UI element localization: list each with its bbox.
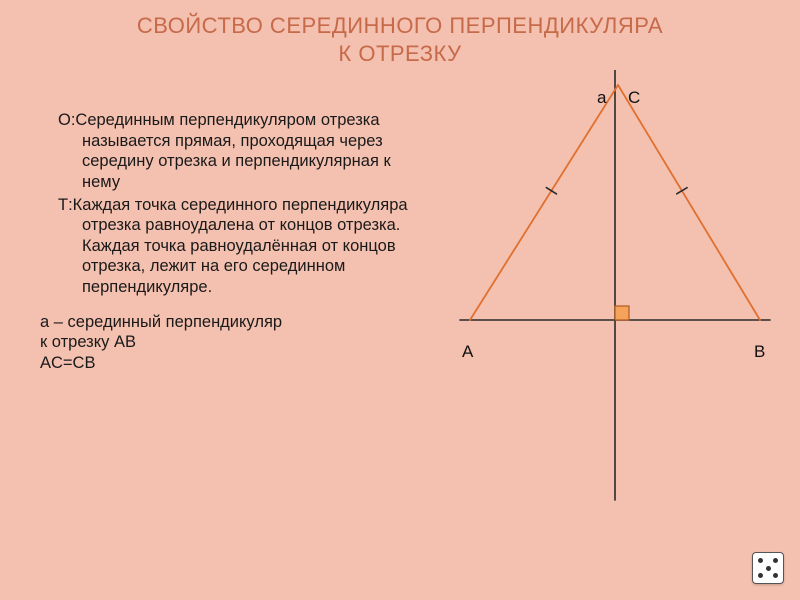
label-B: B bbox=[754, 342, 765, 362]
note-line-2: к отрезку AB bbox=[40, 332, 420, 353]
slide: СВОЙСТВО СЕРЕДИННОГО ПЕРПЕНДИКУЛЯРА К ОТ… bbox=[0, 0, 800, 600]
diagram-svg bbox=[440, 70, 790, 520]
theorem-text: Т:Каждая точка серединного перпендикуляр… bbox=[40, 195, 420, 298]
label-A: A bbox=[462, 342, 473, 362]
body-text: О:Серединным перпендикуляром отрезка наз… bbox=[40, 110, 420, 374]
geometry-diagram: a C A B bbox=[440, 70, 790, 520]
slide-title: СВОЙСТВО СЕРЕДИННОГО ПЕРПЕНДИКУЛЯРА К ОТ… bbox=[0, 12, 800, 67]
label-C: C bbox=[628, 88, 640, 108]
title-line-2: К ОТРЕЗКУ bbox=[338, 41, 461, 66]
title-line-1: СВОЙСТВО СЕРЕДИННОГО ПЕРПЕНДИКУЛЯРА bbox=[137, 13, 663, 38]
note-line-3: AC=CB bbox=[40, 353, 420, 374]
dice-icon bbox=[752, 552, 784, 584]
note-line-1: a – серединный перпендикуляр bbox=[40, 312, 420, 333]
label-a: a bbox=[597, 88, 606, 108]
definition-text: О:Серединным перпендикуляром отрезка наз… bbox=[40, 110, 420, 193]
